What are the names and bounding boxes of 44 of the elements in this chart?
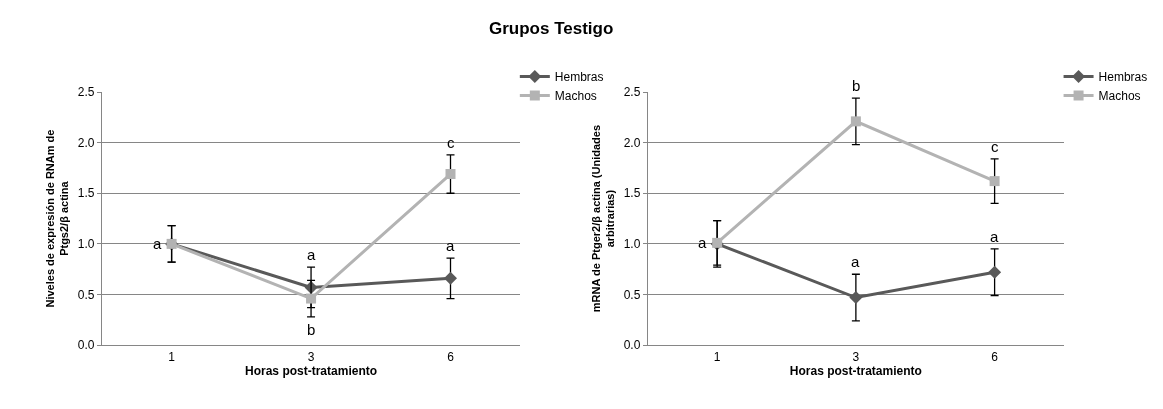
y-tick-label: 1.0 [623, 237, 641, 252]
annotation: a [851, 253, 860, 270]
point [306, 293, 317, 304]
chart-title: Grupos Testigo [489, 19, 614, 38]
x-tick-label: 1 [713, 349, 721, 364]
y-tick-label: 1.5 [77, 186, 95, 201]
y-tick-label: 2.0 [77, 135, 95, 150]
y-tick-label: 1.5 [623, 186, 641, 201]
y-tick-label: 0.5 [77, 287, 95, 302]
annotation: a [153, 235, 162, 252]
annotation: a [446, 237, 455, 254]
annotation: a [990, 228, 999, 245]
annotation: b [307, 321, 316, 338]
point [445, 169, 456, 180]
y-tick-label: 1.0 [77, 237, 95, 252]
y-tick-label: 0.5 [623, 287, 641, 302]
y-axis-title: Niveles de expresión de RNAm de Ptgs2/β actina [44, 129, 71, 308]
y-axis-title: mRNA de Ptger2/β actina (Unidades arbitrarias) [590, 124, 617, 313]
x-axis-title: Horas post-tratamiento [789, 363, 922, 378]
y-tick-label: 0.0 [623, 338, 641, 353]
y-tick-label: 2.5 [77, 85, 95, 100]
point [850, 116, 861, 127]
annotation: b [852, 77, 861, 94]
annotation: c [447, 134, 455, 151]
y-tick-label: 0.0 [77, 338, 95, 353]
legend-label: Hembras [554, 70, 604, 85]
point [988, 265, 1002, 279]
x-tick-label: 3 [852, 349, 860, 364]
x-tick-label: 6 [991, 349, 999, 364]
y-tick-label: 2.0 [623, 135, 641, 150]
point [849, 291, 863, 305]
legend-label: Machos [1098, 89, 1141, 104]
legend-label: Machos [554, 89, 597, 104]
point [989, 176, 1000, 187]
x-tick-label: 1 [168, 349, 176, 364]
x-axis-title: Horas post-tratamiento [245, 363, 378, 378]
annotation: a [307, 246, 316, 263]
x-tick-label: 3 [307, 349, 315, 364]
y-tick-label: 2.5 [623, 85, 641, 100]
annotation: a [698, 234, 707, 251]
annotation: c [991, 138, 999, 155]
point [444, 271, 457, 285]
x-tick-label: 6 [447, 349, 455, 364]
legend-label: Hembras [1098, 70, 1148, 85]
